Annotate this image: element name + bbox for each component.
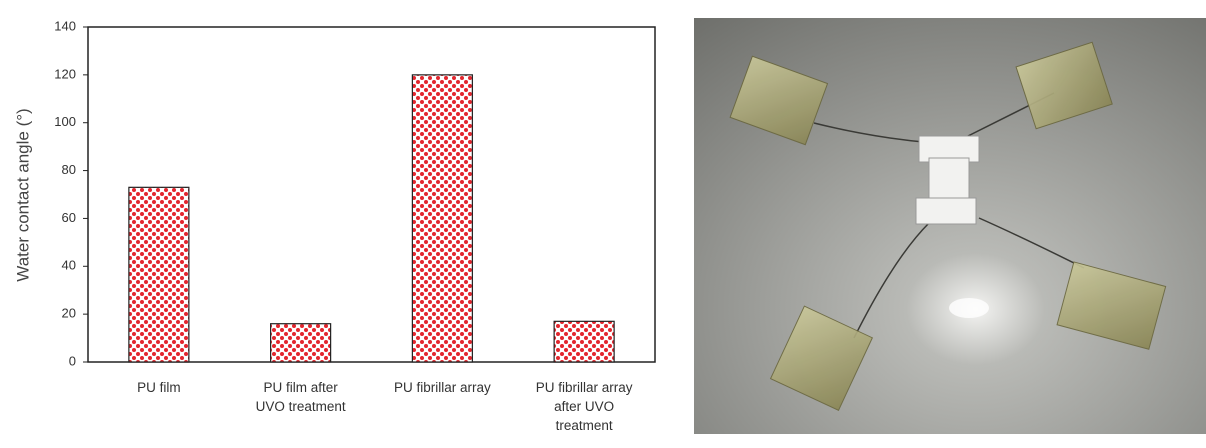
y-tick-label: 60 — [62, 210, 76, 225]
y-tick-label: 140 — [54, 18, 76, 33]
x-tick-label: PU film — [137, 380, 181, 395]
y-tick-label: 40 — [62, 258, 76, 273]
plot-frame — [87, 26, 656, 363]
y-axis-label: Water contact angle (°) — [13, 108, 32, 281]
x-tick-label: PU fibrillar array after UVO treatment — [535, 380, 633, 433]
chart: Water contact angle (°) 0 20 40 60 80 100 120 1… — [13, 18, 656, 368]
y-tick-label: 100 — [54, 114, 76, 129]
x-tick-label: PU film after UVO treatment — [255, 380, 346, 414]
bar — [553, 320, 615, 363]
y-tick-label: 20 — [62, 306, 76, 321]
bar — [270, 323, 332, 363]
bar — [128, 186, 190, 363]
bar — [411, 74, 473, 363]
y-tick-label: 0 — [69, 353, 76, 368]
y-tick-label: 120 — [54, 66, 76, 81]
x-tick-label: PU fibrillar array — [393, 380, 491, 395]
photo — [694, 18, 1206, 434]
y-tick-label: 80 — [62, 162, 76, 177]
